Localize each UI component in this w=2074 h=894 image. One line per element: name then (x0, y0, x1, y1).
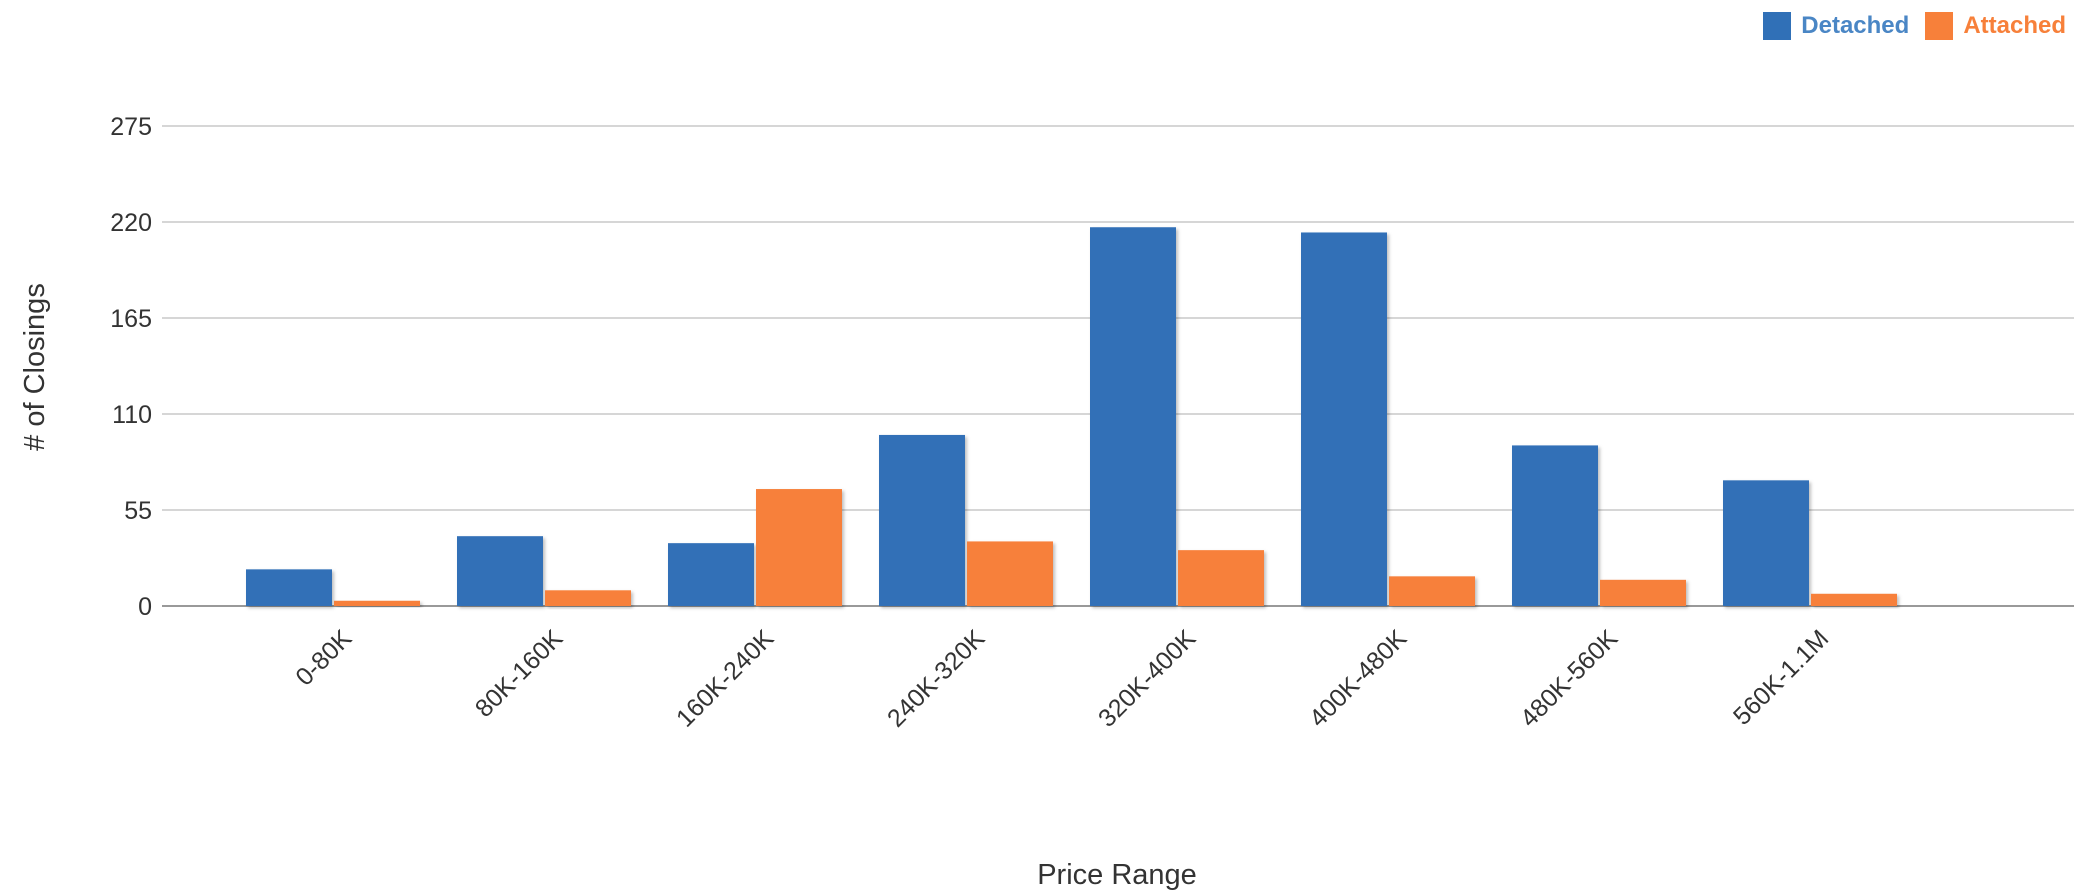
x-tick-label: 80K-160K (470, 624, 569, 723)
y-tick-label: 275 (110, 113, 152, 141)
bar-detached-560k-11m[interactable] (1723, 480, 1809, 606)
y-tick-label: 220 (110, 209, 152, 237)
x-tick-label: 560K-1.1M (1728, 624, 1834, 730)
y-axis-ticks: 0 55 110 165 220 275 (110, 113, 152, 621)
x-tick-label: 0-80K (290, 624, 357, 691)
legend-label-detached: Detached (1801, 12, 1910, 39)
legend-swatch-attached (1925, 12, 1954, 40)
bar-detached-160k-240k[interactable] (668, 543, 754, 606)
x-axis-ticks: 0-80K 80K-160K 160K-240K 240K-320K 320K-400K… (290, 624, 1834, 732)
x-tick-label: 160K-240K (671, 624, 779, 732)
legend-label-attached: Attached (1963, 12, 2066, 39)
bar-attached-240k-320k[interactable] (967, 541, 1053, 606)
bar-attached-480k-560k[interactable] (1600, 579, 1686, 606)
bar-detached-400k-480k[interactable] (1301, 232, 1387, 607)
bar-attached-160k-240k[interactable] (756, 489, 842, 606)
bar-attached-560k-11m[interactable] (1811, 593, 1897, 606)
bar-detached-0-80k[interactable] (246, 569, 332, 606)
bar-detached-480k-560k[interactable] (1512, 445, 1598, 606)
y-axis-title: # of Closings (19, 283, 51, 451)
bar-attached-400k-480k[interactable] (1389, 576, 1475, 606)
x-tick-label: 320K-400K (1093, 624, 1201, 732)
bar-attached-0-80k[interactable] (334, 600, 420, 606)
y-tick-label: 165 (110, 305, 152, 333)
legend-item-attached[interactable]: Attached (1925, 12, 2066, 40)
legend-swatch-detached (1763, 12, 1792, 40)
bar-detached-80k-160k[interactable] (457, 536, 543, 606)
x-tick-label: 240K-320K (882, 624, 990, 732)
y-tick-label: 110 (112, 401, 152, 429)
bar-detached-320k-400k[interactable] (1090, 227, 1176, 606)
y-tick-label: 55 (124, 497, 152, 525)
x-tick-label: 480K-560K (1515, 624, 1623, 732)
y-tick-label: 0 (138, 593, 152, 621)
legend: Detached Attached (1763, 12, 2066, 40)
bar-attached-80k-160k[interactable] (545, 590, 631, 606)
x-tick-label: 400K-480K (1304, 624, 1412, 732)
legend-item-detached[interactable]: Detached (1763, 12, 1909, 40)
bar-detached-240k-320k[interactable] (879, 434, 965, 606)
bars (246, 227, 1897, 607)
x-axis-title: Price Range (1037, 859, 1197, 891)
bar-attached-320k-400k[interactable] (1178, 550, 1264, 606)
